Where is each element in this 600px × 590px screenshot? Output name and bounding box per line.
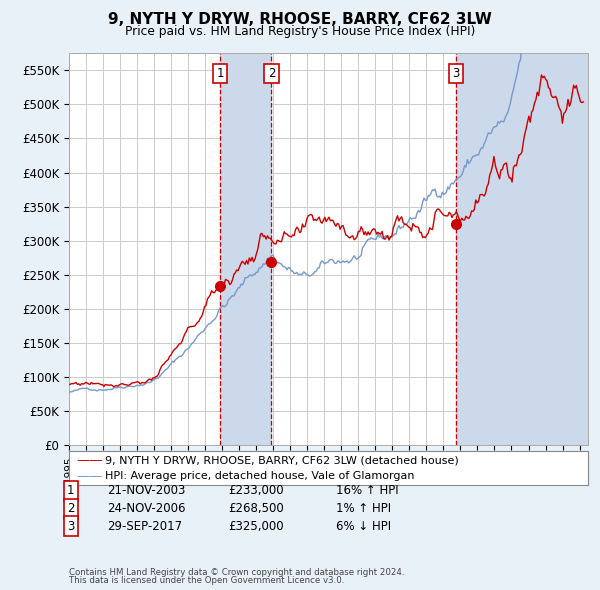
Text: 29-SEP-2017: 29-SEP-2017	[107, 520, 182, 533]
Text: ——: ——	[76, 454, 103, 467]
Text: 1: 1	[67, 484, 74, 497]
Text: 9, NYTH Y DRYW, RHOOSE, BARRY, CF62 3LW: 9, NYTH Y DRYW, RHOOSE, BARRY, CF62 3LW	[108, 12, 492, 27]
Text: 16% ↑ HPI: 16% ↑ HPI	[336, 484, 398, 497]
Text: 21-NOV-2003: 21-NOV-2003	[107, 484, 185, 497]
Text: This data is licensed under the Open Government Licence v3.0.: This data is licensed under the Open Gov…	[69, 576, 344, 585]
Text: 2: 2	[67, 502, 74, 515]
Text: £325,000: £325,000	[228, 520, 284, 533]
Text: ——: ——	[76, 470, 103, 483]
Text: £268,500: £268,500	[228, 502, 284, 515]
Text: 3: 3	[452, 67, 460, 80]
Bar	[456, 53, 588, 445]
Text: 3: 3	[67, 520, 74, 533]
Text: HPI: Average price, detached house, Vale of Glamorgan: HPI: Average price, detached house, Vale…	[105, 471, 415, 481]
Text: £233,000: £233,000	[228, 484, 284, 497]
Text: 9, NYTH Y DRYW, RHOOSE, BARRY, CF62 3LW (detached house): 9, NYTH Y DRYW, RHOOSE, BARRY, CF62 3LW …	[105, 455, 459, 466]
Text: 1: 1	[217, 67, 224, 80]
Text: Price paid vs. HM Land Registry's House Price Index (HPI): Price paid vs. HM Land Registry's House …	[125, 25, 475, 38]
Text: 1% ↑ HPI: 1% ↑ HPI	[336, 502, 391, 515]
Text: 24-NOV-2006: 24-NOV-2006	[107, 502, 185, 515]
Text: Contains HM Land Registry data © Crown copyright and database right 2024.: Contains HM Land Registry data © Crown c…	[69, 568, 404, 577]
Bar	[220, 53, 271, 445]
Text: 2: 2	[268, 67, 275, 80]
Text: 6% ↓ HPI: 6% ↓ HPI	[336, 520, 391, 533]
